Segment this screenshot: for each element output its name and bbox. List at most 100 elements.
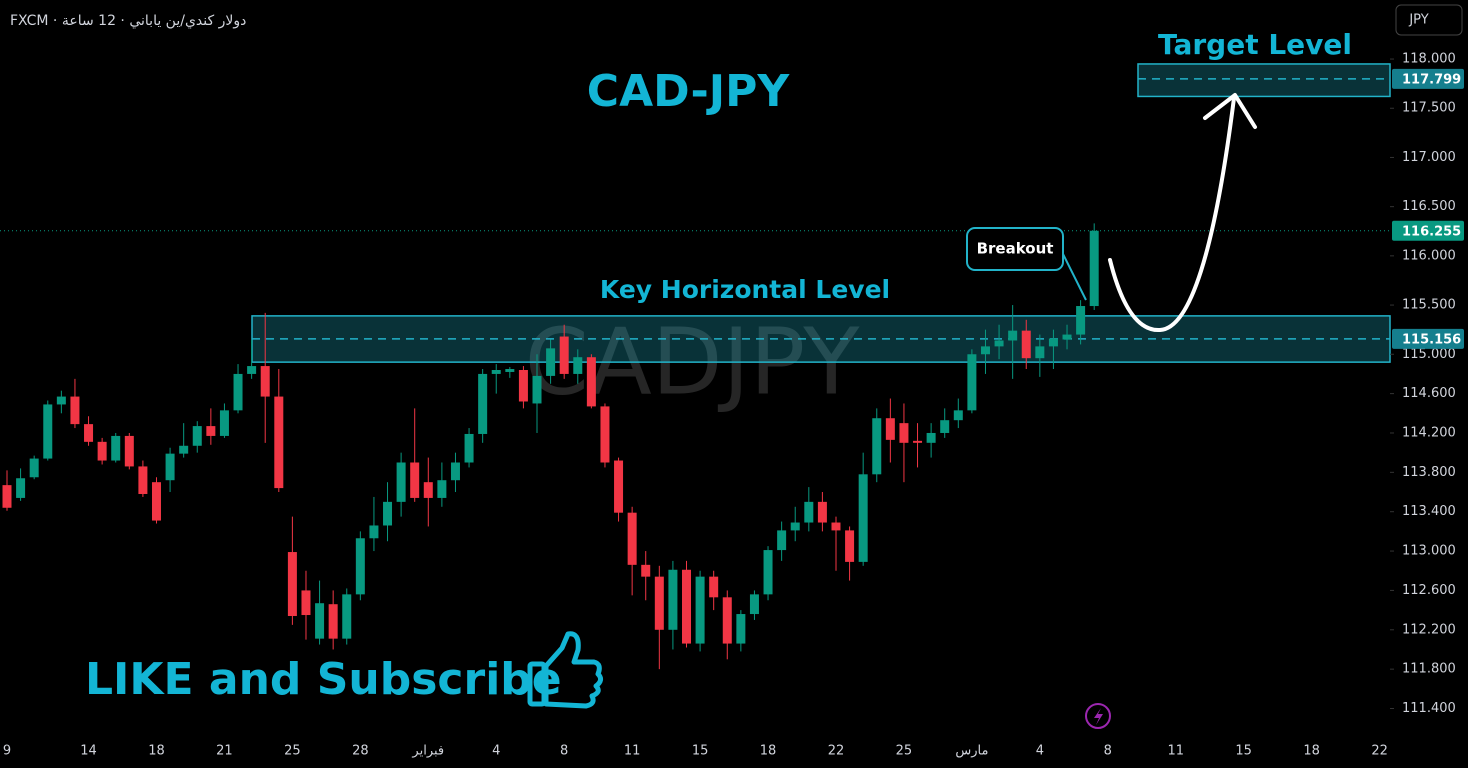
candle-body <box>2 485 12 508</box>
y-tick-label: 112.200 <box>1402 622 1456 637</box>
currency[interactable]: JPY <box>1408 13 1428 28</box>
candle-body <box>16 478 26 498</box>
y-tick-label: 115.000 <box>1402 347 1456 362</box>
chart-title: CAD-JPY <box>587 66 791 117</box>
x-tick-label: فبراير <box>411 744 444 759</box>
candle-body <box>913 440 923 443</box>
candle-body <box>301 590 311 616</box>
candle-body <box>682 569 691 644</box>
x-tick-label: 15 <box>692 744 709 759</box>
y-tick-label: 113.800 <box>1402 465 1456 480</box>
currency-box[interactable] <box>1395 4 1463 36</box>
candle-body <box>885 418 895 440</box>
arrow <box>1108 96 1236 333</box>
overlay: Key Horizontal Level Target Level <box>0 28 1390 304</box>
callout-text: Breakout <box>977 240 1054 258</box>
candle-body <box>546 348 556 376</box>
candle-body <box>573 357 583 374</box>
candle-body <box>749 594 759 615</box>
candle-body <box>138 466 148 494</box>
y-tick-label: 112.600 <box>1402 583 1456 598</box>
y-tick-label: 113.000 <box>1402 544 1456 559</box>
candle-body <box>518 370 528 402</box>
candle-body <box>1008 330 1018 341</box>
x-tick-label: 18 <box>1303 744 1320 759</box>
last-price-box <box>1392 220 1464 241</box>
y-tick-label: 113.400 <box>1402 504 1456 519</box>
candle-body <box>342 594 352 639</box>
symbol-line: FXCM · دولار كندي/ين ياباني · 12 ساعة <box>10 13 246 29</box>
candle-body <box>1021 330 1031 359</box>
x-tick-label: 15 <box>1235 744 1252 759</box>
last-price-label: 116.255 <box>1402 224 1461 239</box>
candle-body <box>940 420 950 433</box>
cta-text: LIKE and Subscribe <box>85 654 562 705</box>
zone-label: Target Level <box>1158 28 1352 61</box>
x-tick-label: 18 <box>148 744 165 759</box>
zone <box>1137 63 1391 98</box>
x-tick-label: 18 <box>760 744 777 759</box>
candle-body <box>56 396 66 405</box>
candle-body <box>980 346 990 355</box>
candles <box>2 223 1099 670</box>
candle-body <box>274 396 284 489</box>
candle-body <box>383 501 393 526</box>
candle-body <box>627 512 637 565</box>
candle-body <box>953 410 963 421</box>
candle-body <box>1035 346 1045 359</box>
y-tick-label: 114.600 <box>1402 386 1456 401</box>
candle-body <box>97 441 107 461</box>
x-tick-label: 4 <box>1036 744 1044 759</box>
candle-body <box>43 404 53 459</box>
candle-body <box>926 432 936 443</box>
candle-body <box>872 418 882 475</box>
callout-pointer <box>1061 251 1087 301</box>
candle-body <box>29 458 39 478</box>
candle-body <box>369 525 379 539</box>
candle-body <box>219 410 229 436</box>
y-tick-label: 117.000 <box>1402 150 1456 165</box>
candle-body <box>532 375 542 404</box>
y-tick-label: 114.200 <box>1402 425 1456 440</box>
candle-body <box>641 564 651 577</box>
x-tick-label: 22 <box>1371 744 1388 759</box>
candle-body <box>478 373 488 434</box>
candle-body <box>165 453 175 481</box>
x-tick-label: 25 <box>896 744 913 759</box>
candle-body <box>464 433 474 463</box>
x-tick-label: 21 <box>216 744 233 759</box>
x-tick-label: 9 <box>3 744 11 759</box>
candle-body <box>1089 230 1099 307</box>
candle-body <box>192 426 202 446</box>
candle-body <box>845 530 855 562</box>
candle-body <box>247 366 257 374</box>
alert-icon[interactable] <box>1085 703 1111 729</box>
level-price-box <box>1392 328 1464 349</box>
zone-label: Key Horizontal Level <box>600 275 890 304</box>
candle-body <box>84 424 94 442</box>
x-tick-label: 8 <box>560 744 568 759</box>
candle-body <box>315 603 325 639</box>
y-tick-label: 117.500 <box>1402 101 1456 116</box>
alert-bolt <box>1094 708 1103 725</box>
level-price-label: 115.156 <box>1402 332 1461 347</box>
y-tick-label: 118.000 <box>1402 52 1456 67</box>
candle-body <box>586 357 596 407</box>
x-tick-label: 8 <box>1104 744 1112 759</box>
candle-body <box>233 373 243 411</box>
candle-body <box>1048 338 1058 347</box>
x-tick-label: 25 <box>284 744 301 759</box>
callout-box <box>966 227 1064 271</box>
candle-body <box>559 336 569 374</box>
candle-body <box>396 462 406 502</box>
candle-body <box>790 522 800 531</box>
candle-body <box>124 435 134 467</box>
y-tick-label: 111.400 <box>1402 701 1456 716</box>
arrow-head <box>1203 93 1257 129</box>
candle-body <box>410 462 420 498</box>
candle-body <box>654 576 664 630</box>
x-tick-label: 14 <box>80 744 97 759</box>
